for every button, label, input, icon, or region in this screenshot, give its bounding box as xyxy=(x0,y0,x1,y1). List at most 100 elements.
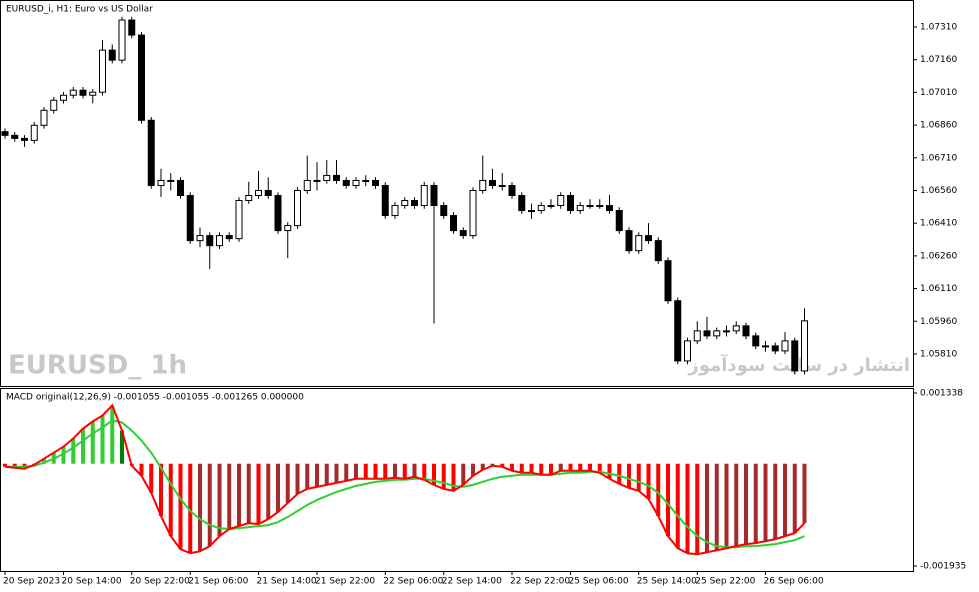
candle-body xyxy=(69,89,77,96)
histogram-bar xyxy=(149,463,154,493)
histogram-bar xyxy=(802,463,807,524)
histogram-bar xyxy=(432,463,436,485)
candle-body xyxy=(206,235,214,247)
histogram-bar xyxy=(344,463,349,481)
histogram-bar xyxy=(402,463,407,479)
candle-body xyxy=(625,230,633,252)
candle-body xyxy=(752,335,760,347)
histogram-bar xyxy=(675,463,680,549)
candle-body xyxy=(713,330,721,337)
histogram-bar xyxy=(42,458,46,464)
candle-body xyxy=(177,179,184,197)
candle-body xyxy=(40,109,48,126)
candle-body xyxy=(245,195,253,202)
candle-body xyxy=(547,205,555,208)
histogram-bar xyxy=(120,430,124,464)
candle-body xyxy=(576,205,584,212)
x-tick-label: 25 Sep 14:00 xyxy=(637,577,697,587)
histogram-bar xyxy=(363,463,368,479)
histogram-bar xyxy=(285,463,290,503)
candle-body xyxy=(586,205,594,208)
x-tick-label: 21 Sep 22:00 xyxy=(315,577,375,587)
candle-body xyxy=(762,345,769,348)
candle-body xyxy=(284,225,292,232)
panel-frame xyxy=(0,0,914,387)
candle-body xyxy=(508,184,516,197)
panel-frame xyxy=(0,388,914,572)
histogram-bar xyxy=(295,463,300,494)
histogram-bar xyxy=(529,463,534,473)
candle-body xyxy=(138,34,145,121)
y-tick-label: 1.05810 xyxy=(920,349,957,359)
histogram-bar xyxy=(451,463,456,491)
histogram-bar xyxy=(207,463,212,547)
y-tick-label: -0.001935 xyxy=(920,561,966,571)
histogram-bar xyxy=(685,463,690,554)
histogram-bar xyxy=(266,463,271,520)
macd-line xyxy=(4,403,806,556)
y-tick-label: 1.06710 xyxy=(920,153,957,163)
candle-body xyxy=(274,195,282,232)
candle-body xyxy=(147,119,155,186)
histogram-bar xyxy=(461,463,466,485)
histogram-bar xyxy=(539,463,544,475)
candle-body xyxy=(450,215,457,232)
x-tick-label: 22 Sep 14:00 xyxy=(442,577,502,587)
x-tick-label: 25 Sep 06:00 xyxy=(569,577,629,587)
histogram-bar xyxy=(12,463,17,468)
histogram-bar xyxy=(549,463,553,475)
histogram-bar xyxy=(656,463,661,517)
histogram-bar xyxy=(597,463,602,473)
candle-body xyxy=(567,195,574,212)
histogram-bar xyxy=(471,463,475,476)
x-tick-label: 20 Sep 14:00 xyxy=(62,577,122,587)
candle-body xyxy=(381,184,389,217)
candle-body xyxy=(352,179,360,186)
histogram-bar xyxy=(334,463,339,483)
histogram-bar xyxy=(276,463,280,512)
y-tick-label: 1.06860 xyxy=(920,121,957,131)
candle-body xyxy=(528,210,535,213)
histogram-bar xyxy=(695,463,700,555)
histogram-bar xyxy=(510,463,514,471)
candle-body xyxy=(21,137,28,141)
histogram-bar xyxy=(627,463,631,488)
histogram-bar xyxy=(412,463,417,477)
candle-body xyxy=(167,179,175,182)
histogram-bar xyxy=(422,463,427,480)
candle-body xyxy=(781,340,789,352)
candle-body xyxy=(596,205,604,208)
histogram-bar xyxy=(110,405,115,464)
x-tick-label: 22 Sep 06:00 xyxy=(383,577,443,587)
histogram-bar xyxy=(71,438,76,464)
watermark: EURUSD_ 1h xyxy=(8,351,187,381)
histogram-bar xyxy=(188,463,193,554)
x-tick-label: 20 Sep 22:00 xyxy=(130,577,190,587)
candle-body xyxy=(89,91,97,96)
candle-body xyxy=(771,345,779,352)
candle-body xyxy=(99,49,106,93)
histogram-bar xyxy=(578,463,583,471)
x-tick-label: 21 Sep 14:00 xyxy=(257,577,317,587)
candle-body xyxy=(635,235,643,252)
candle-body xyxy=(1,131,9,136)
candle-body xyxy=(459,230,467,237)
histogram-bar xyxy=(178,463,183,550)
histogram-bar xyxy=(480,463,485,470)
histogram-bar xyxy=(237,463,241,527)
histogram-bar xyxy=(666,463,670,537)
candle-body xyxy=(362,179,370,182)
candle-body xyxy=(645,235,652,242)
candle-body xyxy=(723,330,730,333)
candle-body xyxy=(50,99,58,111)
y-tick-label: 1.07310 xyxy=(920,23,957,33)
candle-body xyxy=(401,200,409,207)
candle-body xyxy=(664,260,672,302)
histogram-bar xyxy=(646,463,651,499)
candle-body xyxy=(216,235,223,247)
histogram-bar xyxy=(315,463,319,487)
histogram-bar xyxy=(588,463,592,471)
candle-body xyxy=(801,320,808,372)
y-tick-label: 1.06410 xyxy=(920,219,957,229)
candle-body xyxy=(342,179,350,186)
